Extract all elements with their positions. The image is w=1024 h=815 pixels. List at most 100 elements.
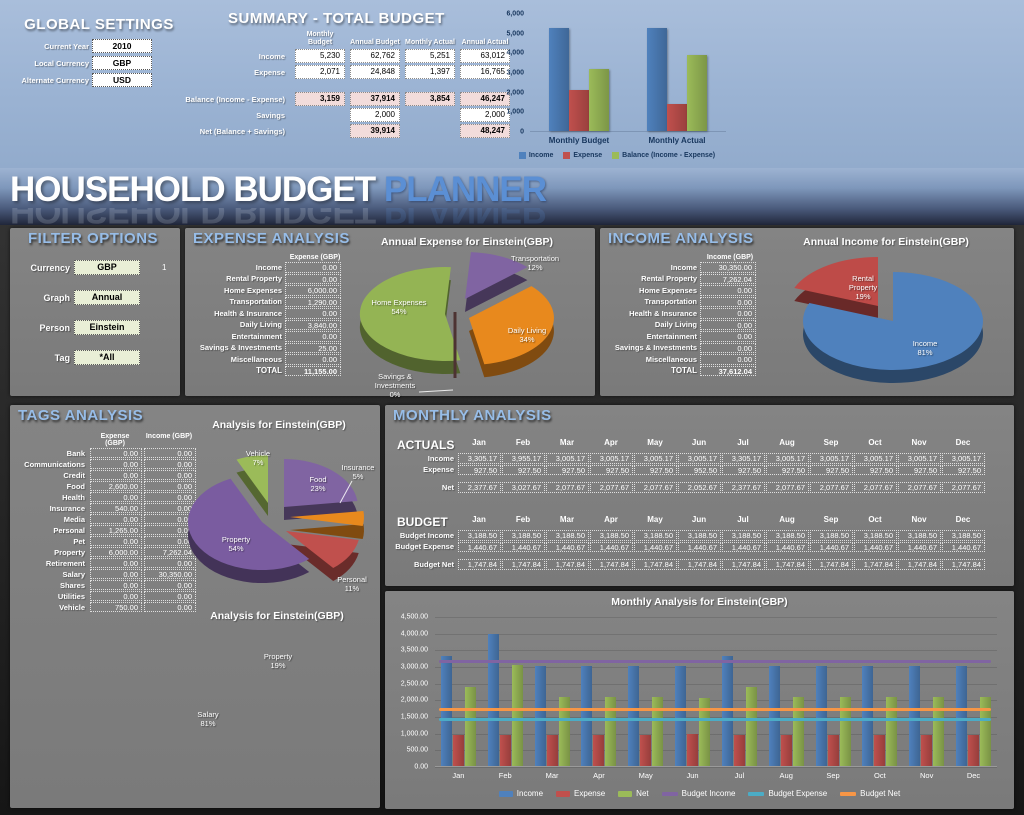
tags-row: Shares 0.00 0.00 bbox=[14, 580, 196, 590]
monthly-row-label: Budget Expense bbox=[395, 542, 454, 552]
global-setting-label: Local Currency bbox=[34, 58, 89, 68]
category-row: Miscellaneous 0.00 bbox=[608, 354, 760, 365]
x-tick-label: Mar bbox=[545, 771, 559, 780]
tags-value-cell: 0.00 bbox=[90, 459, 142, 469]
category-label: Home Expenses bbox=[639, 285, 697, 295]
monthly-value-cell: 1,747.84 bbox=[546, 559, 589, 570]
summary-cell: 5,230 bbox=[295, 49, 345, 63]
tags-value-cell: 0.00 bbox=[90, 591, 142, 601]
gridline bbox=[435, 717, 997, 718]
tags-row-label: Pet bbox=[73, 536, 85, 546]
summary-cell: 3,854 bbox=[405, 92, 455, 106]
tags-row: Personal 1,265.00 0.00 bbox=[14, 525, 196, 535]
monthly-value-cell: 3,005.17 bbox=[634, 453, 677, 464]
month-header-cell: May bbox=[647, 438, 663, 447]
tags-row-label: Health bbox=[62, 492, 85, 502]
pie-slice-rental-property bbox=[794, 257, 878, 306]
tags-header-cell: Expense (GBP) bbox=[100, 433, 130, 447]
pie-leader-line bbox=[418, 389, 454, 393]
pie-label-transportation: Transportation 12% bbox=[510, 254, 560, 272]
tags-row-label: Salary bbox=[62, 569, 85, 579]
global-setting-value[interactable]: 2010 bbox=[92, 39, 152, 53]
global-setting-value[interactable]: GBP bbox=[92, 56, 152, 70]
category-value-cell: 0.00 bbox=[700, 342, 756, 353]
tags-row: Utilities 0.00 0.00 bbox=[14, 591, 196, 601]
legend-swatch bbox=[618, 790, 633, 797]
pie-slice-income bbox=[803, 272, 984, 370]
bar-group-sep bbox=[810, 617, 857, 766]
filter-value-dropdown[interactable]: GBP bbox=[74, 260, 140, 275]
summary-title: SUMMARY - TOTAL BUDGET bbox=[228, 10, 445, 27]
monthly-row: Budget Expense 1,440.67 1,440.67 1,440.67 1,… bbox=[395, 541, 1005, 552]
category-label: Entertainment bbox=[646, 331, 697, 341]
filter-value-dropdown[interactable]: Annual bbox=[74, 290, 140, 305]
bar-group-jul bbox=[716, 617, 763, 766]
monthly-months-header: BUDGET Jan Feb Mar Apr May Jun Jul Aug Sep Oct Nov D… bbox=[395, 515, 1005, 529]
budget-line-budget-net bbox=[439, 707, 991, 711]
bar-net bbox=[605, 696, 617, 766]
monthly-row: Net 2,377.67 3,027.67 2,077.67 2,077.67 2,077… bbox=[395, 482, 1005, 493]
summary-column-header: Annual Actual bbox=[461, 39, 509, 46]
pie-slice-food bbox=[284, 459, 358, 507]
month-header-cell: Dec bbox=[955, 438, 971, 447]
summary-row-label: Expense bbox=[254, 67, 285, 77]
summary-cell: 46,247 bbox=[460, 92, 510, 106]
monthly-section-label: ACTUALS bbox=[397, 438, 455, 452]
legend-label: Balance (Income - Expense) bbox=[622, 152, 716, 159]
monthly-value-cell: 2,077.67 bbox=[810, 482, 853, 493]
global-settings-fields: Current Year 2010 Local Currency GBP Alterna… bbox=[14, 39, 184, 87]
monthly-row-label: Income bbox=[427, 453, 454, 463]
bar-income bbox=[581, 665, 593, 766]
summary-cell: 62,762 bbox=[350, 49, 400, 63]
y-tick-label: 1,500.00 bbox=[400, 713, 428, 721]
category-row: Health & Insurance 0.00 bbox=[193, 308, 345, 319]
y-tick-label: 2,500.00 bbox=[400, 680, 428, 688]
summary-bar-chart: 6,000 5,000 4,000 3,000 2,000 1,000 0 Monthly B… bbox=[498, 4, 736, 166]
summary-balance-row: Balance (Income - Expense) 3,159 37,914 3,8… bbox=[180, 92, 510, 106]
bar-expense bbox=[569, 90, 589, 131]
tags-header-cell: Income (GBP) bbox=[145, 433, 193, 440]
global-setting-label: Alternate Currency bbox=[21, 75, 89, 85]
filter-label: Currency bbox=[30, 262, 70, 273]
summary-row-label: Net (Balance + Savings) bbox=[199, 126, 285, 136]
category-value-cell: 30,350.00 bbox=[700, 262, 756, 273]
category-label: Rental Property bbox=[641, 274, 697, 284]
monthly-value-cell: 3,305.17 bbox=[722, 453, 765, 464]
gridline bbox=[435, 633, 997, 635]
month-header-cell: Aug bbox=[779, 438, 795, 447]
pie-chart-title: Analysis for Einstein(GBP) bbox=[212, 419, 346, 431]
legend-item: Income bbox=[518, 152, 553, 159]
monthly-value-cell: 927.50 bbox=[766, 464, 809, 475]
x-tick-label: Monthly Budget bbox=[548, 136, 610, 145]
filter-label: Person bbox=[39, 322, 70, 333]
bar-expense bbox=[827, 735, 839, 766]
category-table-header-cell: Income (GBP) bbox=[706, 254, 754, 261]
filter-value-dropdown[interactable]: Einstein bbox=[74, 320, 140, 335]
bar-net bbox=[511, 665, 523, 766]
summary-row: Income 5,230 62,762 5,251 63,012 bbox=[180, 49, 510, 63]
top-summary-section: GLOBAL SETTINGS Current Year 2010 Local Cu… bbox=[0, 0, 1024, 168]
summary-row-label: Income bbox=[258, 51, 285, 61]
global-settings-title: GLOBAL SETTINGS bbox=[24, 16, 174, 33]
category-value-cell: 0.00 bbox=[285, 273, 341, 284]
x-tick-label: Jun bbox=[686, 771, 699, 780]
legend-label: Budget Income bbox=[681, 789, 736, 798]
income-pie-svg bbox=[794, 257, 984, 383]
global-setting-value[interactable]: USD bbox=[92, 73, 152, 87]
summary-table: Monthly Budget Annual Budget Monthly Actua… bbox=[180, 31, 510, 138]
tags-income-label-salary: Salary 81% bbox=[197, 710, 219, 728]
month-header-cell: Feb bbox=[515, 438, 531, 447]
filter-value-dropdown[interactable]: *All bbox=[74, 350, 140, 365]
legend-swatch bbox=[556, 790, 571, 797]
month-header-cell: Dec bbox=[955, 515, 971, 524]
expense-pie-svg bbox=[359, 252, 554, 393]
summary-row-label: Balance (Income - Expense) bbox=[185, 94, 285, 104]
monthly-value-cell: 1,440.67 bbox=[722, 541, 765, 552]
month-header-cell: Sep bbox=[823, 515, 839, 524]
legend-label: Income bbox=[516, 789, 544, 798]
tags-value-cell: 0.00 bbox=[144, 580, 196, 590]
summary-cell bbox=[295, 124, 345, 138]
budget-line-budget-expense bbox=[439, 718, 991, 721]
bar-income bbox=[862, 665, 874, 766]
bar-groups bbox=[435, 617, 997, 766]
